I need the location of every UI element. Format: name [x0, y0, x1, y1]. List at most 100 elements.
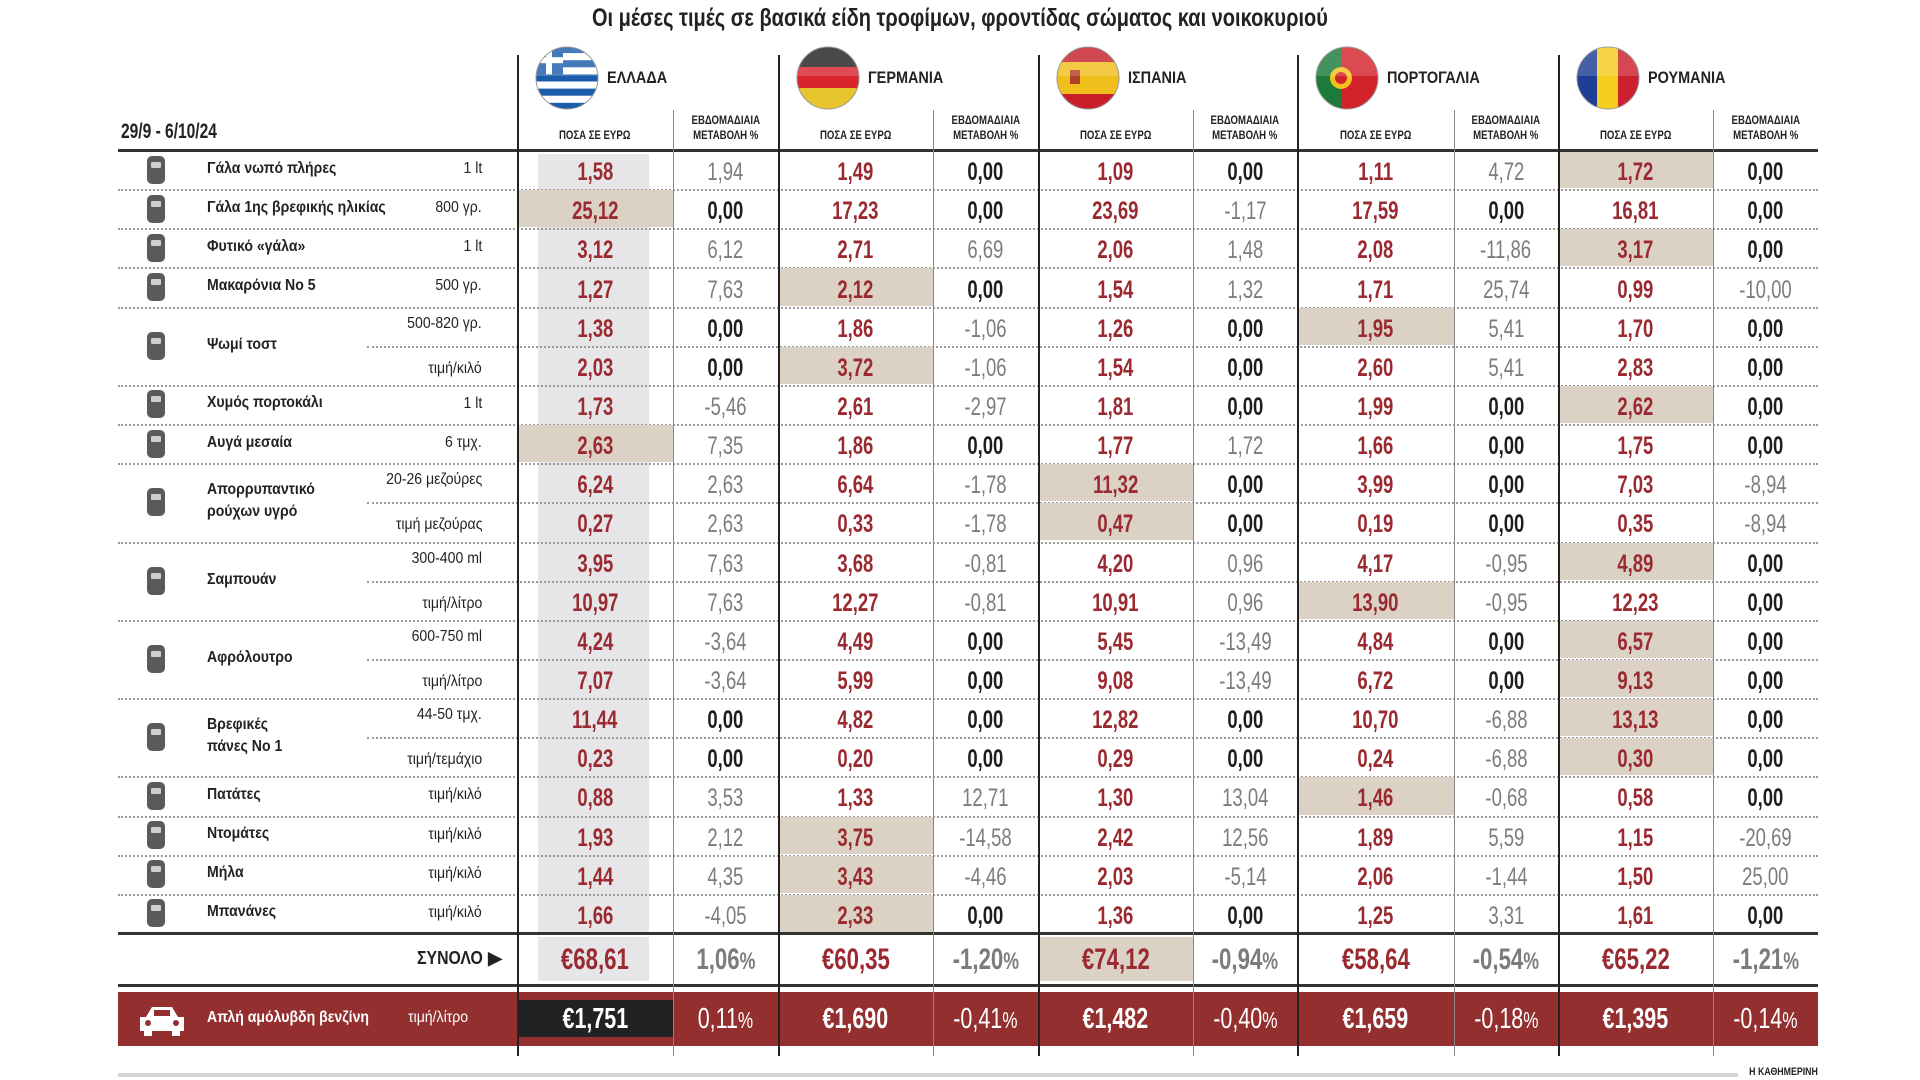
change-cell: -14,58	[933, 819, 1038, 858]
change-cell: 0,00	[1713, 545, 1818, 584]
change-cell-text: 0,00	[1487, 432, 1525, 461]
price-cell-text: 10,91	[1092, 588, 1139, 617]
total-price-text: €74,12	[1081, 943, 1150, 976]
change-cell: 0,00	[673, 701, 778, 740]
fuel-price-text: €1,659	[1342, 1002, 1409, 1035]
price-cell: 12,82	[1038, 701, 1193, 740]
change-header: ΕΒΔΟΜΑΔΙΑΙΑ ΜΕΤΑΒΟΛΗ %	[673, 113, 778, 143]
country-divider	[1558, 55, 1560, 1056]
change-cell-text: 5,59	[1487, 823, 1525, 852]
price-cell: 9,08	[1038, 662, 1193, 701]
total-change-value: -0,54	[1472, 943, 1524, 976]
item-name: Ντομάτες	[207, 825, 278, 843]
change-cell-text: 0,00	[967, 432, 1004, 461]
detergent-bottle-icon	[136, 485, 176, 519]
price-cell-text: 1,75	[1617, 432, 1654, 461]
change-cell: 0,00	[933, 623, 1038, 662]
price-cell-text: 25,12	[571, 197, 619, 226]
change-header-line: ΕΒΔΟΜΑΔΙΑΙΑ	[1210, 113, 1280, 127]
item-unit: τιμή/κιλό	[300, 904, 482, 922]
change-cell-text: 0,00	[1487, 667, 1525, 695]
price-cell: 1,61	[1558, 897, 1713, 936]
price-cell: 16,81	[1558, 192, 1713, 231]
total-label-text: ΣΥΝΟΛΟ	[417, 948, 484, 968]
change-header-line: ΜΕΤΑΒΟΛΗ %	[952, 128, 1019, 142]
change-cell-text: 7,63	[707, 549, 744, 578]
change-cell-text: 1,32	[1226, 275, 1264, 304]
price-cell: 1,36	[1038, 897, 1193, 936]
price-cell-text: 1,54	[1097, 353, 1134, 382]
price-cell-text: 17,59	[1352, 197, 1399, 226]
price-cell-text: 6,64	[837, 471, 874, 500]
change-cell: -3,64	[673, 623, 778, 662]
price-cell: 2,62	[1558, 388, 1713, 427]
item-unit-text: τιμή μεζούρας	[395, 516, 482, 534]
item-unit-text: τιμή/κιλό	[428, 825, 482, 843]
max-price-highlight	[518, 190, 673, 228]
fuel-change-value: -0,41	[953, 1002, 1003, 1035]
fuel-price: €1,690	[778, 995, 933, 1043]
change-header-line: ΕΒΔΟΜΑΔΙΑΙΑ	[691, 113, 760, 127]
price-cell-text: 3,75	[837, 823, 874, 852]
item-name-line2-text: ρούχων υγρό	[207, 503, 298, 521]
change-cell: 0,00	[1713, 897, 1818, 936]
price-cell-text: 5,99	[837, 667, 874, 695]
change-cell: -8,94	[1713, 466, 1818, 505]
change-cell: -0,95	[1454, 545, 1558, 584]
country-name-text: ΓΕΡΜΑΝΙΑ	[868, 68, 944, 87]
change-cell: -8,94	[1713, 505, 1818, 544]
item-unit: τιμή μεζούρας	[300, 516, 482, 534]
change-cell: -4,05	[673, 897, 778, 936]
change-cell-text: 0,96	[1226, 549, 1264, 578]
country-divider	[517, 55, 519, 1056]
price-cell-text: 1,73	[576, 392, 614, 421]
change-cell: 0,00	[933, 192, 1038, 231]
item-name-text: Μήλα	[207, 864, 244, 882]
milk-carton-icon	[136, 153, 176, 187]
change-cell-text: 25,00	[1742, 862, 1789, 891]
change-cell-text: 0,00	[1747, 197, 1784, 226]
max-price-highlight	[518, 425, 673, 463]
max-price-highlight	[1559, 151, 1713, 189]
price-cell: 3,68	[778, 545, 933, 584]
change-cell-text: 0,00	[707, 197, 744, 226]
price-cell: 3,12	[517, 231, 673, 270]
change-cell-text: 0,00	[1747, 392, 1784, 421]
price-cell-text: 3,95	[576, 549, 614, 578]
price-cell: 10,91	[1038, 584, 1193, 623]
change-header: ΕΒΔΟΜΑΔΙΑΙΑ ΜΕΤΑΒΟΛΗ %	[933, 113, 1038, 143]
total-label: ΣΥΝΟΛΟ ▶	[300, 948, 502, 969]
change-cell-text: 7,63	[707, 275, 744, 304]
price-cell: 6,57	[1558, 623, 1713, 662]
change-cell-text: 0,00	[1226, 706, 1264, 735]
change-cell: 0,00	[1193, 310, 1297, 349]
price-cell-text: 7,03	[1617, 471, 1654, 500]
max-price-highlight	[1559, 229, 1713, 267]
change-cell: 0,00	[1193, 153, 1297, 192]
price-cell-text: 2,12	[837, 275, 874, 304]
change-header: ΕΒΔΟΜΑΔΙΑΙΑ ΜΕΤΑΒΟΛΗ %	[1193, 113, 1297, 143]
price-cell: 0,33	[778, 505, 933, 544]
change-cell-text: 0,00	[707, 353, 744, 382]
price-cell-text: 7,07	[576, 667, 614, 695]
fuel-price: €1,482	[1038, 995, 1193, 1043]
flag-gr-icon	[535, 46, 599, 110]
item-unit: 1 lt	[300, 238, 482, 256]
item-name-line2: πάνες Νο 1	[207, 738, 293, 756]
greece-total-bg	[538, 937, 649, 981]
price-cell: 10,97	[517, 584, 673, 623]
fuel-label-text: Απλή αμόλυβδη βενζίνη	[207, 1009, 370, 1026]
fuel-row-bg	[118, 992, 1818, 1046]
price-cell: 1,54	[1038, 349, 1193, 388]
item-name-text: Πατάτες	[207, 785, 261, 803]
change-cell: 12,56	[1193, 819, 1297, 858]
item-unit-text: 600-750 ml	[411, 627, 482, 645]
change-cell: 0,00	[1193, 388, 1297, 427]
price-cell-text: 2,61	[837, 392, 874, 421]
baby-cup-icon	[136, 192, 176, 226]
change-cell: 0,00	[1713, 740, 1818, 779]
price-cell-text: 1,86	[837, 314, 874, 343]
change-cell-text: -11,86	[1480, 236, 1532, 265]
price-cell: 12,23	[1558, 584, 1713, 623]
item-name-text: Μπανάνες	[207, 903, 277, 921]
